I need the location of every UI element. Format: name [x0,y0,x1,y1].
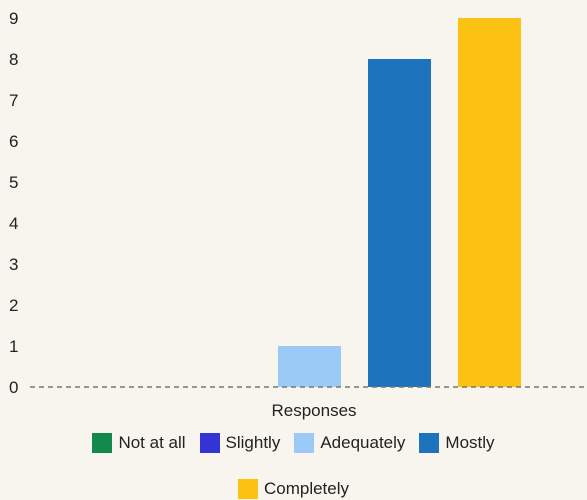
legend-item-not-at-all: Not at all [92,432,186,454]
y-tick-label-8: 8 [9,50,18,69]
y-tick-label-6: 6 [9,132,18,151]
legend-swatch-slightly [199,433,220,453]
y-tick-label-0: 0 [9,378,18,397]
bar-mostly [368,59,431,387]
legend-label-not-at-all: Not at all [118,433,186,452]
legend-label-completely: Completely [263,479,350,498]
legend-swatch-adequately [294,433,315,453]
y-tick-label-4: 4 [9,214,18,233]
y-tick-label-2: 2 [9,296,18,315]
legend-label-mostly: Mostly [445,433,495,452]
legend-item-adequately: Adequately [294,432,405,454]
y-axis-tick-labels: 0 1 2 3 4 5 6 7 8 9 [9,9,18,397]
legend-swatch-not-at-all [92,433,113,453]
y-tick-label-3: 3 [9,255,18,274]
legend-label-slightly: Slightly [225,433,281,452]
legend-label-adequately: Adequately [320,433,406,452]
legend-item-slightly: Slightly [199,432,281,454]
legend-swatch-completely [237,479,258,499]
y-tick-label-5: 5 [9,173,18,192]
y-tick-label-7: 7 [9,91,18,110]
x-axis-label: Responses [271,401,356,420]
y-tick-label-9: 9 [9,9,18,28]
legend-item-completely: Completely [237,478,350,500]
legend-item-mostly: Mostly [419,432,495,454]
bar-series [278,18,521,387]
y-tick-label-1: 1 [9,337,18,356]
bar-completely [458,18,521,387]
bar-adequately [278,346,341,387]
chart-legend: Not at all Slightly Adequately Mostly Co… [0,432,587,500]
legend-swatch-mostly [419,433,440,453]
